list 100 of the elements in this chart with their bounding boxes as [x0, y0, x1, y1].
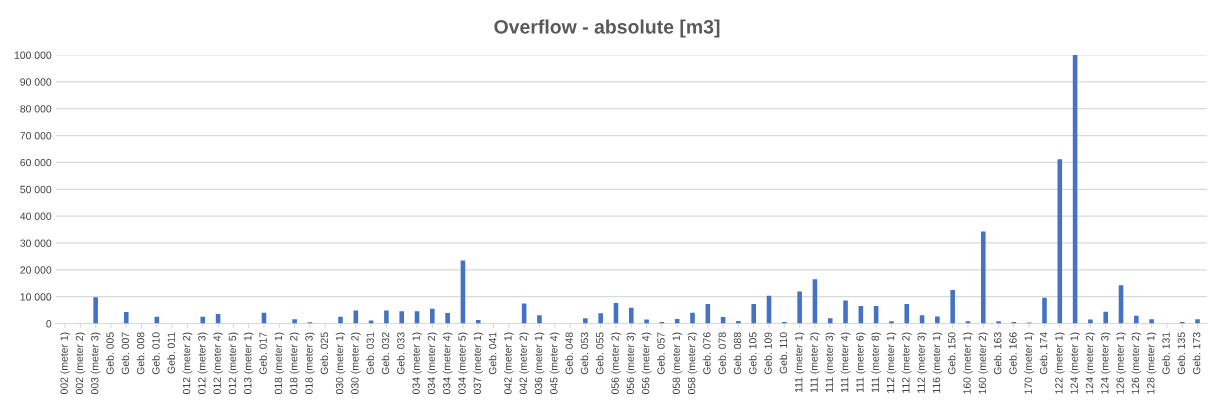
- x-tick-label: 034 (meter 2): [427, 332, 438, 395]
- x-tick-label: Geb. 041: [488, 332, 497, 375]
- bar: [1103, 311, 1108, 324]
- bar: [889, 321, 894, 324]
- x-tick-label: 042 (meter 1): [503, 332, 514, 395]
- bar: [904, 303, 910, 324]
- x-tick-label: 018 (meter 1): [274, 332, 285, 395]
- x-tick-label: 111 (meter 4): [840, 332, 851, 393]
- bar: [950, 289, 955, 324]
- y-tick-label: 40 000: [20, 212, 52, 220]
- x-tick-label: 013 (meter 1): [243, 332, 254, 395]
- x-tick-label: 111 (meter 6): [855, 332, 866, 393]
- x-tick-label: 122 (meter 1): [1054, 332, 1065, 394]
- y-tick-label: 60 000: [20, 158, 52, 167]
- bar: [996, 321, 1001, 324]
- x-tick-label: 002 (meter 2): [75, 332, 86, 395]
- x-tick-label: Geb. 055: [595, 332, 604, 375]
- bar: [797, 291, 802, 324]
- x-tick-label: Geb. 025: [320, 332, 328, 375]
- x-tick-label: 002 (meter 1): [60, 332, 70, 395]
- x-tick-label: Geb. 166: [1009, 332, 1017, 375]
- chart-title: Overflow - absolute [m3]: [494, 19, 720, 38]
- x-tick-label: 042 (meter 2): [519, 332, 529, 395]
- x-tick-label: Geb. 088: [733, 332, 742, 375]
- x-tick-label: 012 (meter 4): [213, 332, 223, 395]
- bar: [384, 310, 389, 324]
- bar: [935, 316, 940, 324]
- x-tick-label: 111 (meter 3): [825, 332, 836, 393]
- y-tick-label: 90 000: [20, 78, 52, 86]
- x-tick-label: Geb. 057: [657, 332, 665, 375]
- x-tick-label: 124 (meter 2): [1085, 332, 1096, 394]
- bar: [123, 312, 129, 324]
- y-tick-label: 0: [46, 320, 52, 328]
- bar: [1195, 319, 1200, 324]
- x-tick-label: 116 (meter 1): [932, 332, 943, 393]
- bar: [430, 308, 435, 324]
- bar: [827, 318, 833, 324]
- bar: [980, 231, 986, 324]
- x-tick-label: 126 (meter 2): [1131, 332, 1142, 394]
- x-tick-label: 030 (meter 1): [335, 332, 346, 395]
- x-tick-label: 112 (meter 2): [901, 332, 912, 393]
- x-tick-label: 012 (meter 5): [228, 332, 239, 395]
- bar: [537, 315, 542, 324]
- bar: [475, 320, 481, 324]
- bar: [751, 303, 757, 324]
- x-tick-label: 037 (meter 1): [473, 332, 484, 395]
- bar: [1042, 297, 1047, 324]
- x-tick-label: Geb. 053: [580, 332, 589, 375]
- x-tick-label: 111 (meter 1): [794, 332, 805, 393]
- y-tick-label: 30 000: [20, 239, 52, 247]
- y-tick-label: 50 000: [20, 185, 52, 194]
- y-tick-label: 100 000: [14, 51, 52, 59]
- x-tick-label: Geb. 010: [152, 332, 160, 375]
- x-tick-label: 012 (meter 3): [197, 332, 208, 395]
- x-tick-label: 112 (meter 1): [886, 332, 897, 393]
- x-tick-label: 034 (meter 1): [412, 332, 422, 395]
- x-tick-label: Geb. 048: [565, 332, 573, 375]
- x-tick-label: Geb. 174: [1039, 332, 1048, 375]
- x-tick-label: Geb. 109: [764, 332, 772, 375]
- y-tick-label: 10 000: [20, 293, 52, 301]
- x-tick-label: 036 (meter 1): [534, 332, 545, 395]
- bar: [338, 316, 343, 324]
- bar: [93, 297, 98, 324]
- x-tick-label: 034 (meter 5): [458, 332, 468, 395]
- x-tick-label: Geb. 011: [167, 332, 175, 374]
- x-tick-label: 128 (meter 1): [1146, 332, 1157, 394]
- x-tick-label: Geb. 005: [106, 332, 114, 375]
- x-tick-label: 056 (meter 4): [641, 332, 652, 395]
- x-tick-label: 124 (meter 1): [1070, 332, 1080, 394]
- y-tick-label: 20 000: [20, 266, 52, 274]
- x-tick-label: Geb. 150: [947, 332, 956, 375]
- x-tick-label: 045 (meter 4): [549, 332, 560, 395]
- bar: [200, 316, 206, 324]
- x-tick-label: Geb. 135: [1177, 332, 1186, 375]
- x-tick-label: Geb. 131: [1162, 332, 1170, 375]
- bar: [843, 300, 848, 324]
- x-tick-label: Geb. 078: [718, 332, 726, 375]
- x-tick-label: Geb. 110: [779, 332, 788, 374]
- x-tick-label: Geb. 032: [381, 332, 390, 375]
- bar: [598, 313, 603, 324]
- bar: [628, 307, 634, 324]
- x-tick-label: 126 (meter 1): [1116, 332, 1126, 394]
- y-tick-label: 80 000: [20, 105, 52, 113]
- bar: [399, 311, 405, 324]
- x-tick-label: 030 (meter 2): [350, 332, 361, 395]
- x-tick-label: 160 (meter 2): [978, 332, 989, 394]
- bar: [292, 319, 297, 324]
- x-tick-label: 056 (meter 2): [611, 332, 621, 395]
- x-tick-label: 112 (meter 3): [917, 332, 927, 393]
- x-tick-label: Geb. 031: [366, 332, 374, 375]
- x-tick-label: 111 (meter 2): [810, 332, 820, 393]
- bar: [1149, 319, 1154, 324]
- x-tick-label: Geb. 017: [259, 332, 267, 375]
- bar: [1134, 315, 1139, 324]
- x-tick-label: 056 (meter 3): [626, 332, 637, 395]
- x-tick-label: Geb. 076: [702, 332, 711, 375]
- bar: [690, 312, 695, 324]
- x-tick-label: Geb. 163: [993, 332, 1002, 375]
- x-tick-label: 160 (meter 1): [963, 332, 973, 394]
- x-tick-label: 170 (meter 1): [1024, 332, 1035, 394]
